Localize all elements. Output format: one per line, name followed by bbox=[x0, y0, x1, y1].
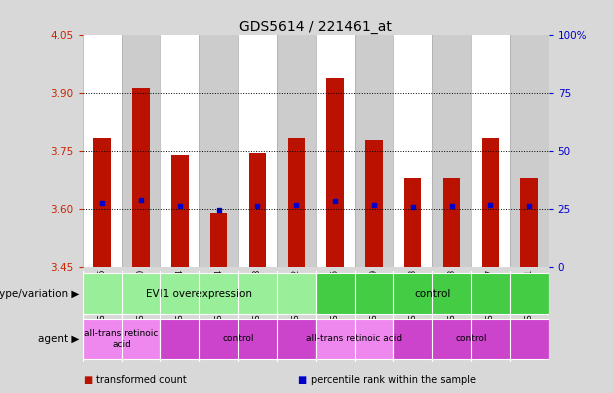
Bar bbox=[394, 35, 432, 267]
Text: all-trans retinoic acid: all-trans retinoic acid bbox=[306, 334, 403, 343]
Bar bbox=[249, 153, 266, 267]
Bar bbox=[510, 35, 549, 267]
Text: genotype/variation ▶: genotype/variation ▶ bbox=[0, 289, 80, 299]
Bar bbox=[326, 78, 344, 267]
Bar bbox=[93, 138, 111, 267]
Text: control: control bbox=[223, 334, 254, 343]
Bar bbox=[316, 319, 394, 359]
Text: percentile rank within the sample: percentile rank within the sample bbox=[311, 375, 476, 385]
Bar bbox=[121, 35, 161, 267]
Bar bbox=[482, 138, 499, 267]
Title: GDS5614 / 221461_at: GDS5614 / 221461_at bbox=[239, 20, 392, 34]
Text: ■: ■ bbox=[83, 375, 92, 385]
Bar bbox=[471, 35, 510, 267]
Text: control: control bbox=[455, 334, 487, 343]
Bar bbox=[83, 35, 121, 267]
Bar bbox=[83, 319, 161, 359]
Bar bbox=[432, 35, 471, 267]
Text: EVI1 overexpression: EVI1 overexpression bbox=[147, 289, 252, 299]
Text: all-trans retinoic
acid: all-trans retinoic acid bbox=[85, 329, 159, 349]
Bar bbox=[132, 88, 150, 267]
Bar bbox=[316, 274, 549, 314]
Text: transformed count: transformed count bbox=[96, 375, 187, 385]
Bar bbox=[277, 35, 316, 267]
Text: ■: ■ bbox=[297, 375, 306, 385]
Text: agent ▶: agent ▶ bbox=[39, 334, 80, 344]
Bar bbox=[443, 178, 460, 267]
Bar bbox=[404, 178, 422, 267]
Bar bbox=[210, 213, 227, 267]
Bar bbox=[520, 178, 538, 267]
Bar bbox=[316, 35, 354, 267]
Bar bbox=[161, 319, 316, 359]
Text: control: control bbox=[414, 289, 451, 299]
Bar bbox=[287, 138, 305, 267]
Bar bbox=[394, 319, 549, 359]
Bar bbox=[161, 35, 199, 267]
Bar bbox=[199, 35, 238, 267]
Bar bbox=[354, 35, 394, 267]
Bar bbox=[238, 35, 277, 267]
Bar bbox=[365, 140, 383, 267]
Bar bbox=[83, 274, 316, 314]
Bar bbox=[171, 155, 189, 267]
